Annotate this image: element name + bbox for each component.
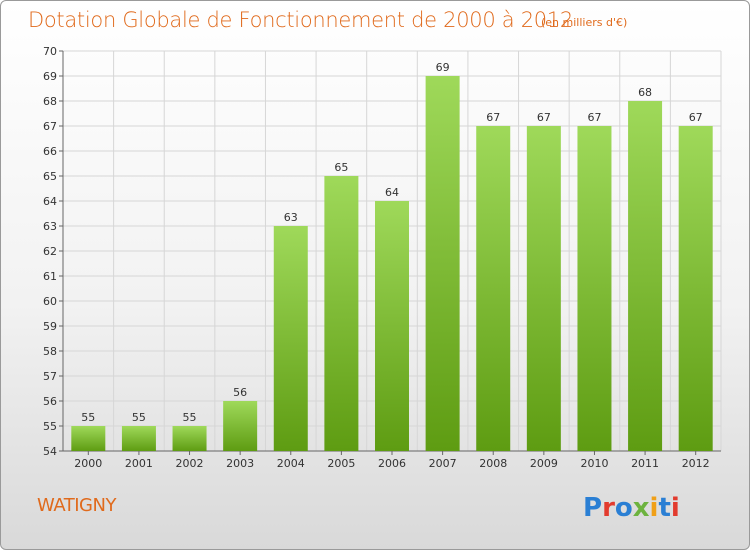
value-label-2001: 55: [132, 411, 146, 424]
value-label-2003: 56: [233, 386, 247, 399]
chart-unit: (en milliers d'€): [541, 16, 628, 29]
y-tick-label: 67: [43, 120, 57, 133]
value-label-2010: 67: [587, 111, 601, 124]
y-tick-label: 58: [43, 345, 57, 358]
value-label-2008: 67: [486, 111, 500, 124]
x-tick-label-2005: 2005: [327, 457, 355, 470]
y-tick-label: 68: [43, 95, 57, 108]
bar-2011: [628, 101, 663, 451]
y-tick-label: 55: [43, 420, 57, 433]
bar-2007: [425, 76, 460, 451]
bar-2009: [526, 126, 561, 451]
logo-letter: i: [649, 493, 659, 523]
bar-2010: [577, 126, 612, 451]
y-tick-label: 66: [43, 145, 57, 158]
x-tick-label-2008: 2008: [479, 457, 507, 470]
value-label-2002: 55: [183, 411, 197, 424]
bar-2000: [71, 426, 106, 451]
logo-letter: t: [658, 493, 671, 523]
proxiti-logo: Proxiti: [583, 490, 693, 526]
y-tick-label: 63: [43, 220, 57, 233]
x-tick-label-2007: 2007: [429, 457, 457, 470]
bar-2008: [476, 126, 511, 451]
value-label-2011: 68: [638, 86, 652, 99]
logo-letter: o: [614, 493, 633, 523]
bar-2012: [678, 126, 713, 451]
x-tick-labels: 2000 2001 2002 2003 2004 2005 2006 2007 2008 2009…: [74, 457, 709, 470]
y-tick-label: 59: [43, 320, 57, 333]
y-tick-label: 60: [43, 295, 57, 308]
y-tick-label: 70: [43, 45, 57, 58]
value-label-2007: 69: [436, 61, 450, 74]
bars: [71, 76, 713, 451]
value-label-2005: 65: [334, 161, 348, 174]
chart-title: Dotation Globale de Fonctionnement de 20…: [28, 8, 573, 32]
x-tick-label-2010: 2010: [580, 457, 608, 470]
commune-name: WATIGNY: [37, 495, 116, 516]
bar-2006: [375, 201, 409, 451]
x-tick-label-2006: 2006: [378, 457, 406, 470]
x-tick-label-2012: 2012: [682, 457, 710, 470]
x-tick-label-2011: 2011: [631, 457, 659, 470]
bar-2003: [223, 401, 258, 451]
value-label-2009: 67: [537, 111, 551, 124]
bar-2005: [324, 176, 359, 451]
y-tick-label: 57: [43, 370, 57, 383]
bar-2002: [172, 426, 207, 451]
value-label-2004: 63: [284, 211, 298, 224]
value-label-2006: 64: [385, 186, 399, 199]
y-tick-label: 65: [43, 170, 57, 183]
x-tick-label-2001: 2001: [125, 457, 153, 470]
x-tick-label-2009: 2009: [530, 457, 558, 470]
y-tick-label: 54: [43, 445, 57, 458]
y-tick-label: 61: [43, 270, 57, 283]
value-label-2012: 67: [689, 111, 703, 124]
x-tick-label-2004: 2004: [277, 457, 305, 470]
logo-letter: i: [670, 493, 680, 523]
x-tick-label-2003: 2003: [226, 457, 254, 470]
bar-2004: [273, 226, 308, 451]
value-labels: 55 55 55 56 63 65 64 69 67 67 67 68 67: [81, 61, 702, 424]
y-tick-label: 64: [43, 195, 57, 208]
value-label-2000: 55: [81, 411, 95, 424]
y-tick-label: 69: [43, 70, 57, 83]
x-tick-label-2002: 2002: [176, 457, 204, 470]
x-tick-label-2000: 2000: [74, 457, 102, 470]
logo-letter: x: [632, 493, 650, 523]
y-tick-labels: 54 55 56 57 58 59 60 61 62 63 64 65 66 67 68 69 70: [43, 45, 57, 458]
bar-2001: [121, 426, 156, 451]
logo-letter: r: [602, 493, 615, 523]
y-tick-label: 56: [43, 395, 57, 408]
y-tick-label: 62: [43, 245, 57, 258]
logo-letter: P: [583, 493, 603, 523]
